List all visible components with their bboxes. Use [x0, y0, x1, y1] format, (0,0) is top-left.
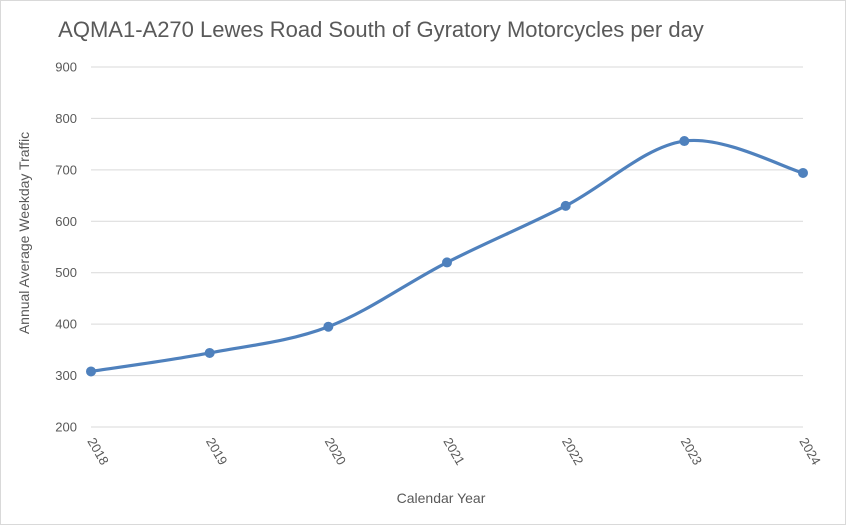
- data-point-2022: [560, 200, 571, 211]
- x-tick-labels: 2018 2019 2020 2021 2022 2023 2024: [84, 435, 823, 468]
- y-tick-label: 300: [55, 368, 77, 383]
- y-tick-label: 700: [55, 162, 77, 177]
- y-tick-label: 600: [55, 214, 77, 229]
- data-point-2024: [798, 167, 808, 178]
- y-axis-title: Annual Average Weekday Traffic: [16, 132, 32, 334]
- data-point-2021: [442, 257, 452, 268]
- y-tick-label: 800: [55, 111, 77, 126]
- x-tick-label: 2020: [322, 435, 349, 468]
- series-layer: [86, 136, 808, 377]
- x-tick-label: 2019: [203, 435, 230, 468]
- y-tick-label: 400: [55, 317, 77, 332]
- y-tick-labels: 200 300 400 500 600 700 800 900: [55, 60, 77, 435]
- data-point-2019: [204, 347, 215, 358]
- x-tick-label: 2018: [84, 435, 111, 468]
- chart-title: AQMA1-A270 Lewes Road South of Gyratory …: [58, 17, 704, 42]
- x-tick-label: 2024: [796, 435, 823, 468]
- series-line: [89, 138, 805, 374]
- y-tick-label: 900: [55, 60, 77, 75]
- data-point-2020: [323, 321, 334, 332]
- x-tick-label: 2023: [678, 435, 705, 468]
- data-point-2018: [86, 366, 96, 377]
- gridlines: [91, 66, 803, 428]
- y-tick-label: 500: [55, 265, 77, 280]
- y-tick-label: 200: [55, 420, 77, 435]
- data-point-2023: [679, 136, 690, 147]
- x-tick-label: 2021: [440, 435, 467, 468]
- x-tick-label: 2022: [559, 435, 586, 468]
- x-axis-title: Calendar Year: [397, 490, 486, 506]
